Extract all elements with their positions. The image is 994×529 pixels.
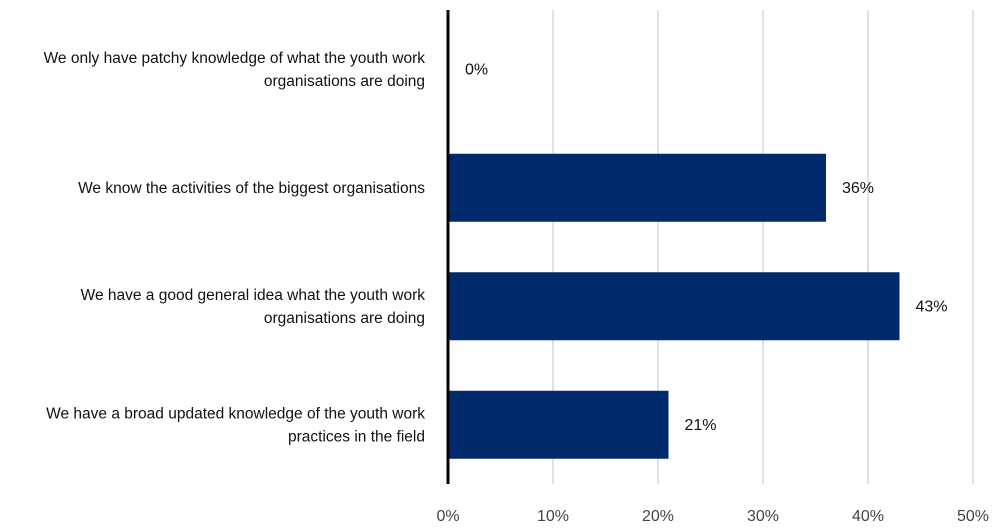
data-label-3: 21% [685,417,717,434]
bar-1 [448,153,826,222]
data-label-0: 0% [465,61,488,78]
data-labels: 0% 36% 43% 21% [465,61,948,434]
x-tick-label-40: 40% [852,508,884,525]
category-label-2: We have a good general idea what the you… [81,287,426,327]
x-tick-label-0: 0% [436,508,459,525]
category-labels: We only have patchy knowledge of what th… [44,50,426,446]
x-tick-label-20: 20% [642,508,674,525]
category-label-0: We only have patchy knowledge of what th… [44,50,426,90]
x-tick-label-10: 10% [537,508,569,525]
data-label-2: 43% [916,298,948,315]
x-tick-label-50: 50% [957,508,989,525]
category-label-2-line-1: organisations are doing [264,310,425,327]
category-label-3-line-0: We have a broad updated knowledge of the… [46,405,425,422]
category-label-3: We have a broad updated knowledge of the… [46,405,425,445]
bar-2 [448,272,900,341]
bars [448,153,900,459]
data-label-1: 36% [842,180,874,197]
category-label-1-line-0: We know the activities of the biggest or… [78,180,425,197]
category-label-3-line-1: practices in the field [288,428,425,445]
category-label-0-line-1: organisations are doing [264,73,425,90]
category-label-2-line-0: We have a good general idea what the you… [81,287,426,304]
category-label-0-line-0: We only have patchy knowledge of what th… [44,50,426,67]
category-label-1: We know the activities of the biggest or… [78,180,425,197]
bar-3 [448,390,669,459]
x-axis-tick-labels: 0% 10% 20% 30% 40% 50% [436,508,989,525]
x-tick-label-30: 30% [747,508,779,525]
